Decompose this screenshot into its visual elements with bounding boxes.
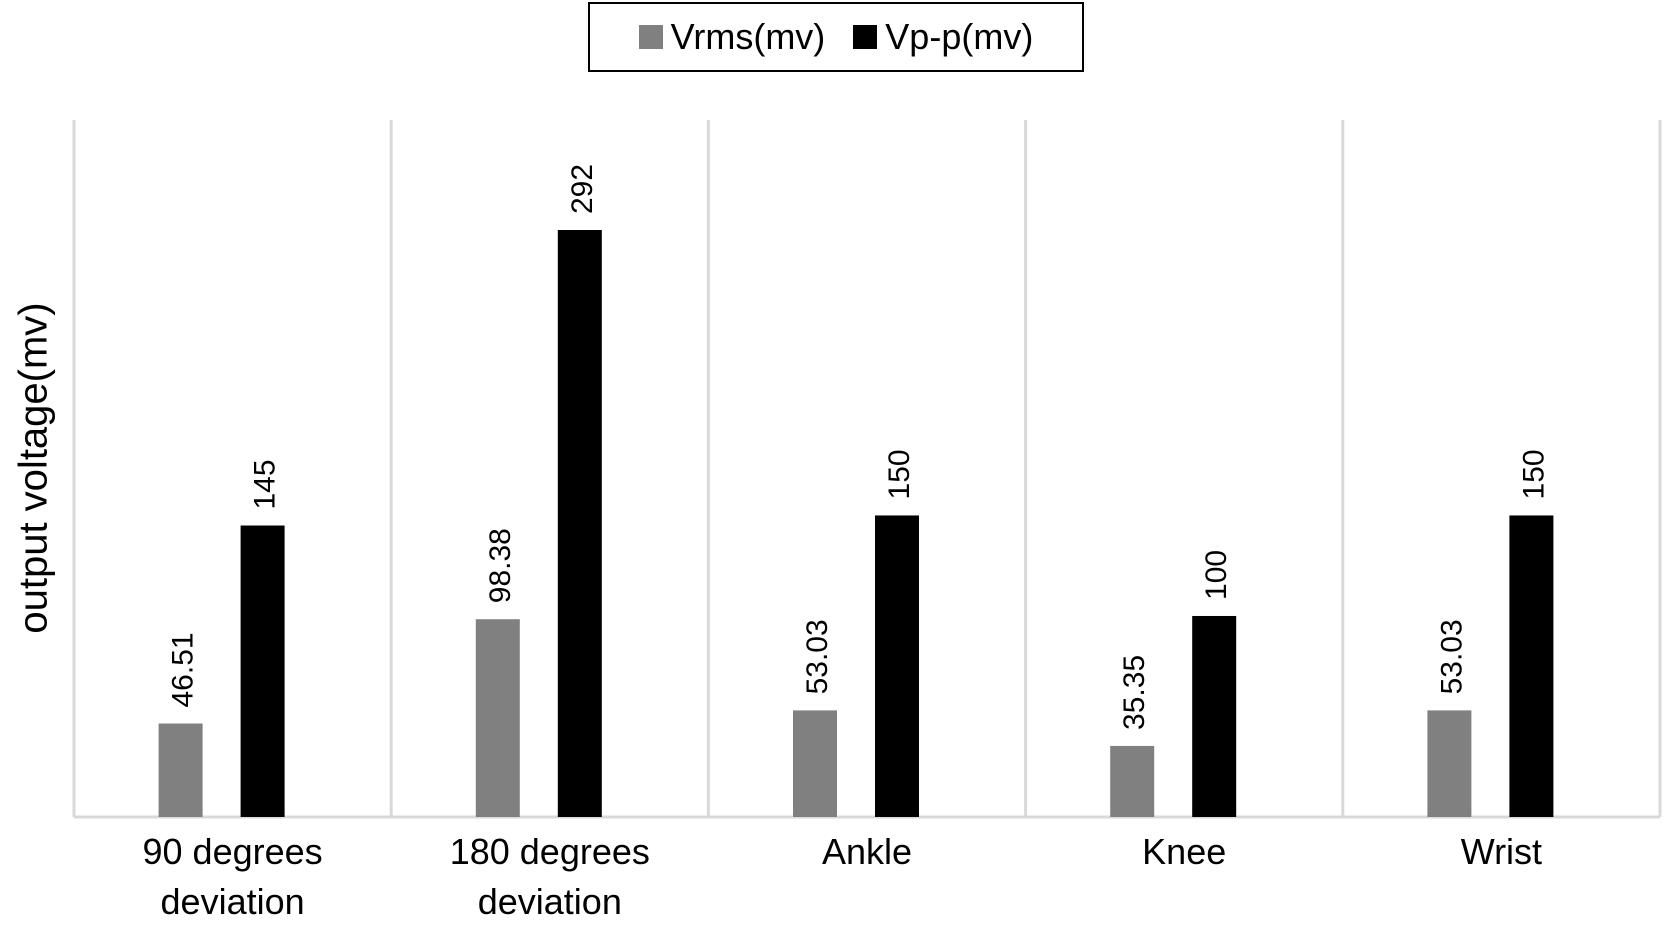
x-tick-label: 180 degrees — [450, 831, 650, 872]
legend-label-vrms: Vrms(mv) — [670, 16, 826, 57]
bar-vpp — [557, 230, 602, 817]
x-tick-label: Ankle — [822, 831, 912, 872]
bar-vpp — [1509, 515, 1554, 817]
data-label: 98.38 — [484, 528, 517, 603]
bar-vrms — [158, 723, 203, 817]
bar-vrms — [1427, 710, 1472, 817]
legend-swatch-vrms — [638, 25, 663, 49]
bar-vpp — [875, 515, 919, 817]
x-tick-label: deviation — [161, 881, 305, 922]
data-label: 100 — [1200, 550, 1233, 600]
bar-vrms — [793, 710, 837, 817]
bar-vrms — [475, 619, 520, 817]
data-label: 292 — [566, 164, 599, 214]
bar-vrms — [1110, 745, 1155, 817]
legend: Vrms(mv) Vp-p(mv) — [588, 2, 1084, 72]
legend-swatch-vpp — [853, 25, 878, 49]
bar-vpp — [1192, 615, 1237, 817]
data-label: 150 — [883, 449, 916, 499]
data-label: 46.51 — [167, 632, 200, 707]
data-label: 35.35 — [1118, 655, 1151, 730]
x-tick-label: 90 degrees — [143, 831, 323, 872]
data-label: 145 — [249, 459, 282, 509]
data-label: 53.03 — [1435, 619, 1468, 694]
x-tick-label: Knee — [1142, 831, 1226, 872]
data-label: 150 — [1517, 449, 1550, 499]
legend-item-vpp: Vp-p(mv) — [853, 16, 1033, 58]
x-tick-label: deviation — [478, 881, 622, 922]
x-tick-label: Wrist — [1461, 831, 1542, 872]
data-label: 53.03 — [801, 619, 834, 694]
legend-item-vrms: Vrms(mv) — [638, 16, 826, 58]
legend-label-vpp: Vp-p(mv) — [885, 16, 1034, 57]
bar-vpp — [240, 525, 285, 817]
